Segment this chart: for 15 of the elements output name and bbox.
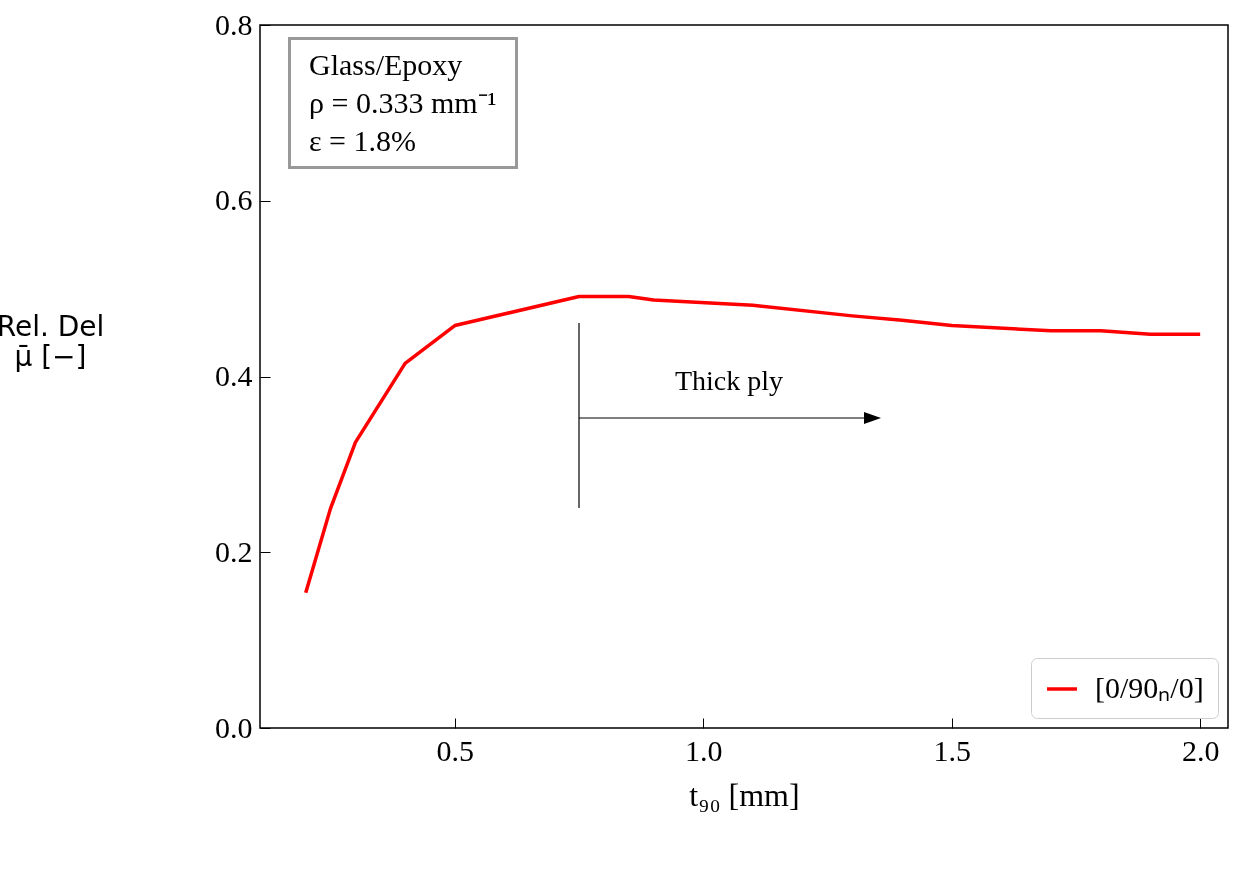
annotation: Thick ply	[674, 365, 784, 396]
y-axis-title: Rel. Del μ̄ [−]	[0, 310, 105, 373]
x-axis-title: t₉₀ [mm]	[689, 776, 800, 813]
y-tick-label: 0.4	[215, 359, 253, 392]
legend-label: [0/90ₙ/0]	[1095, 671, 1204, 704]
x-tick-label: 1.0	[685, 733, 723, 767]
y-tick-label: 0.0	[215, 710, 253, 744]
annotation: Glass/Epoxy ρ = 0.333 mm⁻¹ ε = 1.8%	[288, 37, 518, 169]
y-tick-label: 0.6	[215, 183, 253, 217]
line-series	[303, 294, 1202, 595]
x-tick-label: 2.0	[1181, 733, 1220, 767]
x-tick-label: 1.5	[933, 733, 971, 767]
y-tick-label: 0.8	[215, 7, 253, 41]
x-tick-label: 0.5	[436, 733, 475, 767]
y-tick-label: 0.2	[215, 534, 253, 568]
